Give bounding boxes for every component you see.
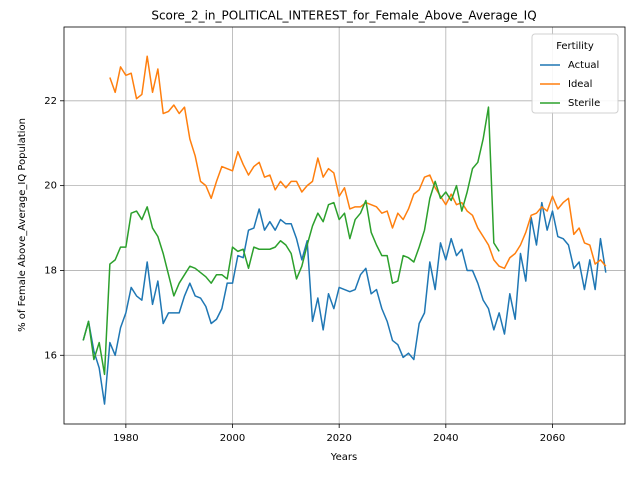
- y-tick-label: 16: [44, 350, 57, 361]
- legend-box: [531, 33, 619, 114]
- chart-title: Score_2_in_POLITICAL_INTEREST_for_Female…: [151, 9, 536, 23]
- legend: Fertility Actual Ideal Sterile: [531, 33, 619, 114]
- series-line: [82, 201, 607, 405]
- x-tick-label: 2040: [433, 433, 458, 444]
- legend-label: Ideal: [568, 79, 592, 90]
- y-axis-label: % of Female Above_Average_IQ Population: [17, 118, 28, 332]
- plot-frame: [63, 26, 626, 425]
- y-tick-label: 22: [44, 96, 57, 107]
- y-tick-label: 18: [44, 265, 57, 276]
- x-tick-label: 1980: [113, 433, 138, 444]
- x-axis-label: Years: [330, 452, 357, 463]
- x-tick-label: 2020: [326, 433, 351, 444]
- legend-label: Sterile: [568, 98, 600, 109]
- legend-label: Actual: [568, 60, 599, 71]
- legend-title: Fertility: [556, 41, 594, 52]
- series-line: [109, 55, 607, 270]
- y-tick-label: 20: [44, 181, 57, 192]
- x-tick-label: 2000: [220, 433, 245, 444]
- x-tick-label: 2060: [540, 433, 565, 444]
- series-line: [82, 106, 500, 376]
